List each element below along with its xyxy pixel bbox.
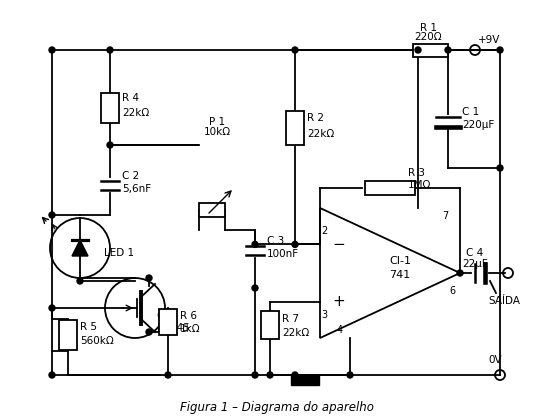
Text: 1kΩ: 1kΩ (180, 324, 200, 334)
Text: 22kΩ: 22kΩ (122, 108, 149, 118)
Circle shape (445, 47, 451, 53)
Text: Figura 1 – Diagrama do aparelho: Figura 1 – Diagrama do aparelho (180, 401, 375, 414)
Circle shape (49, 372, 55, 378)
Text: 220μF: 220μF (462, 120, 495, 130)
Circle shape (347, 372, 353, 378)
Text: +9V: +9V (478, 35, 501, 45)
Text: +: + (332, 294, 345, 309)
Polygon shape (72, 240, 88, 256)
Text: 3: 3 (321, 310, 327, 319)
Circle shape (165, 372, 171, 378)
Text: P 1: P 1 (209, 117, 225, 127)
Text: R 7: R 7 (282, 314, 299, 324)
Circle shape (292, 241, 298, 248)
Circle shape (497, 165, 503, 171)
Text: 6: 6 (449, 286, 455, 296)
Text: 22kΩ: 22kΩ (282, 328, 309, 338)
Text: CI-1: CI-1 (389, 256, 411, 266)
Bar (412, 44, 447, 57)
Bar (261, 311, 279, 339)
Circle shape (146, 275, 152, 281)
Text: R 1: R 1 (420, 23, 436, 33)
Text: BF245: BF245 (157, 323, 190, 333)
Bar (365, 181, 415, 195)
Text: 220Ω: 220Ω (414, 32, 442, 42)
Bar (291, 375, 319, 385)
Text: R 3: R 3 (408, 168, 425, 178)
Text: 1MΩ: 1MΩ (408, 180, 431, 190)
Bar (159, 309, 177, 335)
Text: C 4: C 4 (466, 248, 483, 258)
Text: R 2: R 2 (307, 113, 324, 123)
Circle shape (497, 47, 503, 53)
Text: C 2: C 2 (122, 171, 139, 181)
Circle shape (107, 47, 113, 53)
Circle shape (49, 212, 55, 218)
Circle shape (252, 285, 258, 291)
Circle shape (146, 329, 152, 335)
Text: 100nF: 100nF (267, 249, 299, 259)
Text: 10kΩ: 10kΩ (204, 127, 230, 137)
Circle shape (457, 270, 463, 276)
Bar (59, 320, 77, 350)
Text: −: − (332, 237, 345, 252)
Circle shape (252, 241, 258, 248)
Circle shape (415, 47, 421, 53)
Bar (101, 93, 119, 123)
Text: 0V: 0V (488, 355, 502, 365)
Circle shape (267, 372, 273, 378)
Text: SAÍDA: SAÍDA (488, 296, 520, 306)
Circle shape (77, 278, 83, 284)
Circle shape (292, 372, 298, 378)
Circle shape (107, 142, 113, 148)
Circle shape (49, 47, 55, 53)
Text: R 4: R 4 (122, 93, 139, 103)
Text: LED 1: LED 1 (104, 248, 134, 258)
Text: 2: 2 (321, 226, 327, 236)
Text: 22kΩ: 22kΩ (307, 129, 334, 139)
Text: 560kΩ: 560kΩ (80, 336, 114, 346)
Text: R 6: R 6 (180, 311, 197, 321)
Text: R 5: R 5 (80, 322, 97, 332)
Bar (286, 111, 304, 145)
Text: 5,6nF: 5,6nF (122, 184, 151, 194)
Text: Q 1: Q 1 (157, 311, 175, 321)
Bar (199, 203, 225, 217)
Text: C 3: C 3 (267, 236, 284, 246)
Circle shape (292, 47, 298, 53)
Text: 4: 4 (337, 325, 343, 335)
Circle shape (49, 305, 55, 311)
Text: 7: 7 (442, 211, 448, 221)
Text: 22μF: 22μF (462, 259, 488, 269)
Text: 741: 741 (390, 270, 411, 280)
Text: C 1: C 1 (462, 107, 480, 117)
Circle shape (252, 372, 258, 378)
